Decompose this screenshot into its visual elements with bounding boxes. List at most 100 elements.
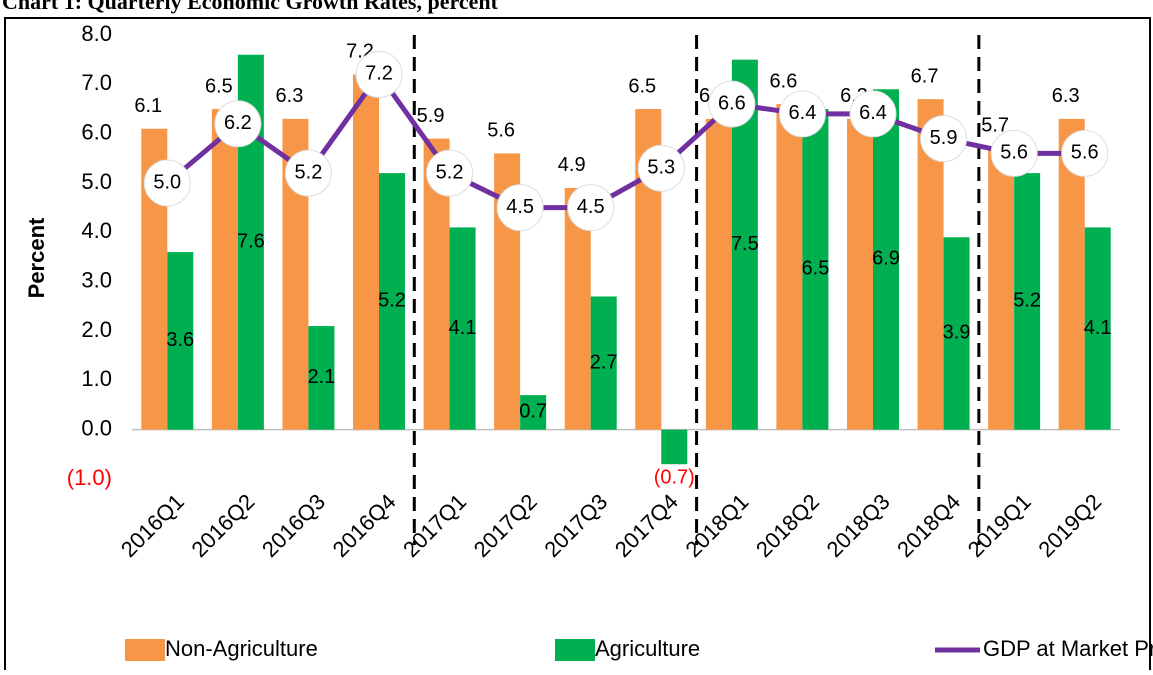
y-tick-label: 1.0 <box>81 366 112 391</box>
bar <box>353 74 379 430</box>
bar <box>802 109 829 430</box>
data-label: 5.6 <box>1071 142 1099 164</box>
bar <box>943 237 970 430</box>
data-label: 6.5 <box>802 258 830 280</box>
line-label-bubble <box>214 100 262 148</box>
bar <box>988 148 1015 430</box>
bar <box>211 109 238 430</box>
data-label: 3.9 <box>943 322 971 344</box>
x-tick-label: 2017Q3 <box>539 489 612 562</box>
data-label: 0.7 <box>519 401 547 423</box>
line-label-bubble <box>355 50 403 98</box>
x-tick-label: 2018Q1 <box>680 489 753 562</box>
y-tick-label: 7.0 <box>81 70 112 95</box>
x-tick-label: 2019Q2 <box>1033 489 1106 562</box>
line-label-bubble <box>990 129 1038 177</box>
y-tick-label: (1.0) <box>67 465 112 490</box>
data-label: 6.3 <box>1052 85 1080 107</box>
bar <box>590 296 617 430</box>
line-label-bubble <box>284 149 332 197</box>
data-label: 6.4 <box>859 102 887 124</box>
data-label: 7.6 <box>237 230 265 252</box>
bar <box>776 104 803 430</box>
data-label: 6.5 <box>205 75 233 97</box>
line-label-bubble <box>778 90 826 138</box>
line-label-bubble <box>143 159 191 207</box>
line-label-bubble <box>708 80 756 128</box>
bar <box>847 118 873 430</box>
legend-label: GDP at Market Prices <box>983 636 1153 661</box>
data-label: 4.9 <box>558 154 586 176</box>
y-axis-label: Percent <box>24 217 49 298</box>
legend-swatch <box>125 639 165 661</box>
bar <box>308 326 335 430</box>
bar <box>379 173 405 430</box>
data-label: 5.6 <box>487 120 515 142</box>
bar <box>520 395 547 430</box>
x-tick-label: 2017Q1 <box>398 489 471 562</box>
data-label: 6.6 <box>718 92 746 114</box>
data-label: 5.2 <box>436 161 464 183</box>
legend-label: Non-Agriculture <box>165 636 318 661</box>
data-label: 2.1 <box>308 366 336 388</box>
data-label: 4.1 <box>449 317 477 339</box>
line-label-bubble <box>849 90 897 138</box>
data-label: 4.5 <box>577 196 605 218</box>
y-tick-label: 3.0 <box>81 267 112 292</box>
line-label-bubble <box>426 149 474 197</box>
y-tick-label: 0.0 <box>81 415 112 440</box>
x-tick-label: 2016Q3 <box>257 489 330 562</box>
data-label: 4.1 <box>1084 317 1112 339</box>
x-tick-label: 2018Q4 <box>892 489 965 562</box>
bar <box>1014 173 1041 430</box>
data-label: 6.9 <box>872 248 900 270</box>
x-tick-label: 2016Q1 <box>116 489 189 562</box>
x-tick-label: 2017Q2 <box>469 489 542 562</box>
data-label: 5.7 <box>981 115 1009 137</box>
y-tick-label: 4.0 <box>81 218 112 243</box>
legend-label: Agriculture <box>595 636 700 661</box>
data-label: 5.0 <box>153 171 181 193</box>
x-tick-label: 2018Q2 <box>751 489 824 562</box>
data-label: 5.3 <box>647 156 675 178</box>
x-tick-label: 2016Q4 <box>328 489 401 562</box>
data-label: 7.5 <box>731 233 759 255</box>
data-label: 4.5 <box>506 196 534 218</box>
line-label-bubble <box>496 184 544 232</box>
data-label: 5.9 <box>930 127 958 149</box>
bar <box>1084 227 1111 430</box>
data-label: 5.9 <box>417 105 445 127</box>
x-tick-label: 2018Q3 <box>822 489 895 562</box>
data-label: 6.6 <box>770 70 798 92</box>
y-tick-label: 2.0 <box>81 317 112 342</box>
data-label: 5.2 <box>1013 290 1041 312</box>
data-label: 6.1 <box>134 95 162 117</box>
legend-swatch <box>555 639 595 661</box>
data-label: 6.7 <box>911 65 939 87</box>
bar <box>873 89 899 430</box>
data-label: 5.2 <box>295 161 323 183</box>
data-label: (0.7) <box>654 466 695 488</box>
bar <box>661 429 688 465</box>
data-label: 6.2 <box>224 112 252 134</box>
bar <box>449 227 476 430</box>
line-label-bubble <box>567 184 615 232</box>
bar <box>705 118 732 430</box>
chart-title: Chart 1: Quarterly Economic Growth Rates… <box>2 0 499 14</box>
x-tick-label: 2017Q4 <box>610 489 683 562</box>
data-label: 2.7 <box>590 351 618 373</box>
y-tick-label: 6.0 <box>81 119 112 144</box>
data-label: 5.6 <box>1000 142 1028 164</box>
data-label: 6.3 <box>276 85 304 107</box>
line-label-bubble <box>637 144 685 192</box>
bar <box>167 252 194 430</box>
data-label: 6.4 <box>789 102 817 124</box>
x-tick-label: 2016Q2 <box>186 489 259 562</box>
line-label-bubble <box>920 115 968 163</box>
data-label: 6.5 <box>628 75 656 97</box>
data-label: 5.2 <box>378 290 406 312</box>
y-tick-label: 8.0 <box>81 21 112 46</box>
data-label: 7.2 <box>365 63 393 85</box>
